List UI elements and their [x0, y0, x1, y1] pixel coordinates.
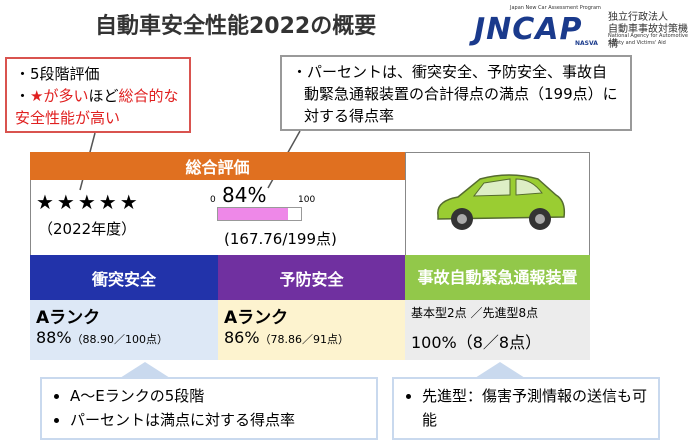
note-item: A～Eランクの5段階	[70, 384, 368, 408]
note-right: ・パーセントは、衝突安全、予防安全、事故自動緊急通報装置の合計得点の満点（199…	[280, 55, 632, 131]
car-image	[437, 174, 566, 230]
note-item: 先進型：傷害予測情報の送信も可能	[422, 384, 650, 432]
stars: ★★★★★	[36, 190, 141, 214]
logo-org-name: 自動車事故対策機構	[608, 24, 688, 50]
note-red: ★が多い	[30, 87, 89, 105]
bar	[218, 208, 288, 220]
year: （2022年度）	[38, 220, 137, 238]
category-header: 予防安全	[218, 255, 405, 300]
note-item: ・5段階評価	[15, 65, 100, 83]
category-header: 事故自動緊急通報装置	[405, 255, 590, 300]
overall-score: (167.76/199点)	[224, 230, 337, 248]
note-text: パーセントは、衝突安全、予防安全、事故自動緊急通報装置の合計得点の満点（199点…	[304, 63, 618, 125]
detail: 基本型2点 ／先進型8点	[411, 306, 539, 320]
note-bottom-right: 先進型：傷害予測情報の送信も可能	[392, 377, 660, 440]
logo-short: NASVA	[575, 40, 598, 47]
score: （88.90／100点）	[71, 333, 169, 346]
divider	[405, 152, 406, 255]
rank: Aランク	[224, 308, 289, 328]
pointer	[475, 362, 525, 378]
logo-org: 独立行政法人	[608, 12, 668, 23]
bar-max: 100	[298, 195, 316, 205]
logo-name: JNCAP	[474, 12, 583, 47]
rank: Aランク	[36, 308, 101, 328]
bar-min: 0	[210, 195, 216, 205]
score: （78.86／91点）	[259, 333, 350, 346]
note-item: パーセントは満点に対する得点率	[70, 408, 368, 432]
note-text: ほど	[88, 87, 119, 105]
note-red: 総合的な安全性能が高い	[15, 87, 179, 127]
title: 自動車安全性能2022の概要	[95, 14, 377, 39]
logo: JNCAP Japan New Car Assessment Program 独…	[470, 2, 695, 52]
bar-label: 84%	[222, 183, 267, 207]
note-item: ・★が多いほど総合的な安全性能が高い	[15, 87, 179, 127]
percent: 86%	[224, 328, 260, 347]
pointer	[120, 362, 170, 378]
logo-program: Japan New Car Assessment Program	[510, 5, 601, 11]
category-header: 衝突安全	[30, 255, 218, 300]
percent: 88%	[36, 328, 72, 347]
note-bottom-left: A～Eランクの5段階パーセントは満点に対する得点率	[40, 377, 378, 440]
overall-header: 総合評価	[30, 152, 405, 180]
bar-track	[217, 207, 302, 221]
category-cell: Aランク 88%（88.90／100点）	[30, 300, 218, 360]
category-cell: 基本型2点 ／先進型8点 100%（8／8点）	[405, 300, 590, 360]
category-cell: Aランク 86%（78.86／91点）	[218, 300, 405, 360]
logo-org-en: National Agency for Automotive Safety an…	[608, 33, 688, 46]
note-left: ・5段階評価 ・★が多いほど総合的な安全性能が高い	[5, 57, 191, 133]
note-text: 5段階評価	[30, 65, 100, 83]
percent: 100%（8／8点）	[411, 333, 542, 352]
